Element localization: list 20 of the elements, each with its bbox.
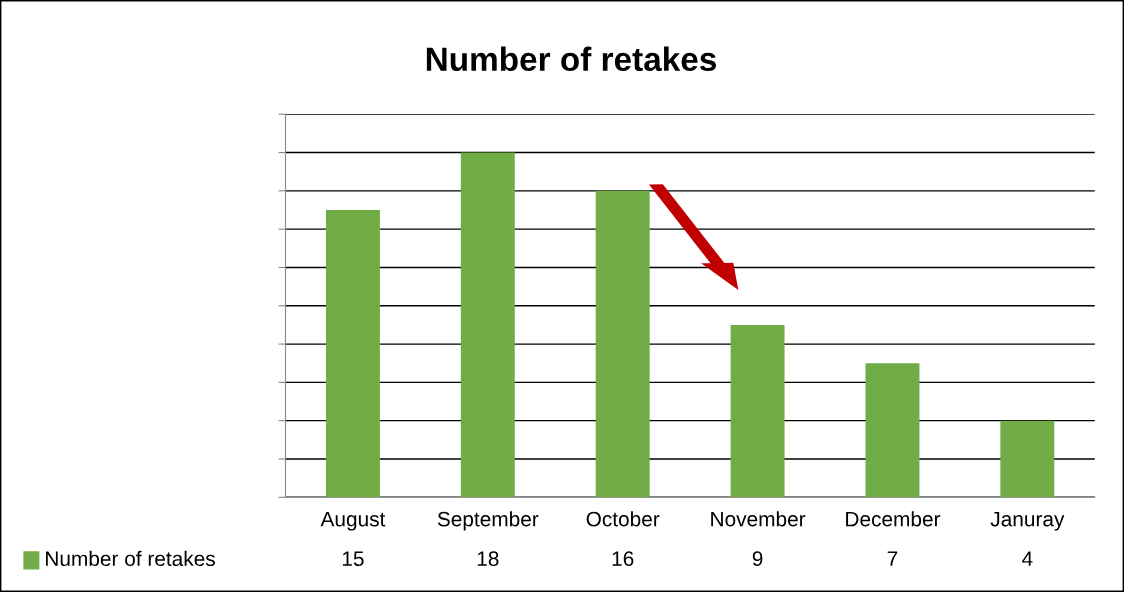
data-label: 9 (752, 551, 763, 567)
x-tick-label: December (846, 511, 941, 527)
x-tick-label: November (711, 511, 806, 527)
data-label: 18 (477, 551, 499, 567)
data-label: 15 (342, 551, 364, 567)
bar (1000, 420, 1055, 498)
x-tick-label: September (437, 511, 539, 531)
x-tick-label: Januray (990, 511, 1065, 531)
bar (595, 190, 650, 498)
bar (460, 152, 515, 498)
data-label: 4 (1022, 551, 1033, 566)
chart-title: Number of retakes (426, 46, 716, 72)
data-label: 7 (887, 551, 898, 566)
legend-label: Number of retakes (46, 550, 215, 567)
bar (730, 324, 785, 498)
x-tick-label: August (320, 511, 386, 531)
bar (325, 210, 380, 498)
bar (865, 363, 920, 498)
x-tick-label: October (586, 511, 660, 527)
data-label: 16 (612, 551, 634, 567)
